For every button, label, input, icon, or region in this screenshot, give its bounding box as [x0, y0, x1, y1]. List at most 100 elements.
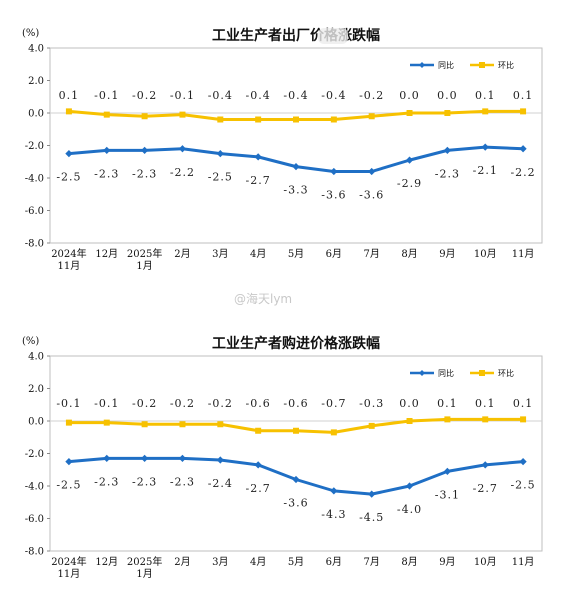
y-tick-label: -2.0 — [25, 449, 44, 460]
yoy-point — [141, 146, 149, 154]
mom-data-label: 0.0 — [399, 397, 420, 410]
mom-data-label: -0.1 — [170, 89, 195, 102]
mom-data-label: 0.1 — [513, 397, 534, 410]
plot-frame — [49, 355, 543, 552]
mom-point — [217, 116, 224, 123]
yoy-data-label: -2.2 — [170, 166, 195, 179]
yoy-point — [330, 167, 338, 176]
mom-point — [330, 116, 337, 123]
y-tick-label: -2.0 — [25, 141, 44, 152]
mom-data-label: 0.1 — [475, 89, 496, 102]
x-tick-label: 4月 — [250, 248, 266, 260]
yoy-point — [178, 454, 187, 462]
x-tick-label: 10月 — [474, 248, 497, 260]
y-tick-label: 2.0 — [28, 384, 44, 395]
x-tick-label: 7月 — [364, 556, 380, 568]
yoy-point — [368, 490, 376, 498]
mom-data-label: -0.4 — [283, 89, 308, 102]
mom-data-label: -0.6 — [246, 397, 271, 410]
yoy-data-label: -2.7 — [473, 482, 498, 495]
mom-data-label: -0.2 — [170, 397, 195, 410]
yoy-data-label: -2.2 — [510, 166, 535, 179]
mom-data-label: -0.7 — [321, 397, 346, 410]
mom-point — [255, 116, 262, 123]
ppi-output-chart: 工业生产者出厂价格涨跌幅 (%) 4.0 2.0 0.0 -2.0 -4.0 -6.0 -8.0… — [22, 27, 543, 272]
yoy-data-label: -2.7 — [246, 174, 271, 187]
mom-data-label: 0.1 — [437, 397, 458, 410]
x-tick-label: 6月 — [326, 556, 342, 568]
yoy-point — [141, 454, 149, 462]
mom-point — [65, 419, 72, 426]
x-tick-label: 10月 — [474, 556, 497, 568]
x-tick-label: 7月 — [364, 248, 380, 260]
yoy-data-label: -2.5 — [208, 171, 233, 184]
yoy-point — [216, 150, 224, 158]
mom-data-label: 0.0 — [437, 89, 458, 102]
y-tick-label: -4.0 — [25, 174, 44, 185]
mom-point — [103, 419, 110, 426]
mom-point — [406, 418, 413, 424]
legend-marker — [479, 62, 485, 68]
yoy-point — [103, 454, 111, 462]
mom-point — [482, 416, 489, 423]
yoy-data-label: -3.6 — [321, 189, 346, 202]
ppi-output-chart-panel: 工业生产者出厂价格涨跌幅 (%) 4.0 2.0 0.0 -2.0 -4.0 -6.0 -8.0… — [0, 0, 570, 290]
yoy-point — [292, 163, 300, 171]
x-tick-label: 2025年 — [127, 555, 162, 568]
title-smudge — [318, 28, 348, 44]
chart-title: 工业生产者购进价格涨跌幅 — [212, 335, 380, 352]
x-tick-label: 11月 — [512, 248, 535, 260]
yoy-data-label: -2.3 — [170, 475, 195, 488]
x-tick-label: 12月 — [95, 248, 118, 260]
x-tick-label: 2月 — [174, 248, 190, 260]
yoy-point — [65, 458, 73, 466]
mom-data-label: 0.1 — [475, 397, 496, 410]
mom-data-label: -0.6 — [283, 397, 308, 410]
x-tick-label: 2025年 — [127, 247, 162, 260]
y-tick-label: 0.0 — [28, 109, 44, 120]
x-tick-label: 6月 — [326, 248, 342, 260]
mom-point — [293, 427, 299, 434]
y-tick-label: -6.0 — [25, 514, 44, 525]
mom-point — [444, 110, 451, 116]
x-tick-label: 11月 — [58, 260, 81, 272]
mom-data-label: -0.4 — [321, 89, 346, 102]
yoy-data-label: -2.5 — [510, 479, 535, 492]
mom-point — [520, 108, 527, 115]
yoy-point — [481, 461, 489, 469]
yoy-point — [103, 146, 111, 154]
mom-point — [103, 111, 110, 118]
x-tick-label: 3月 — [212, 556, 228, 568]
yoy-data-label: -2.7 — [246, 482, 271, 495]
yoy-data-label: -3.6 — [283, 497, 308, 510]
legend-label-yoy: 同比 — [438, 368, 454, 378]
mom-data-label: -0.2 — [132, 89, 157, 102]
x-tick-label: 4月 — [250, 556, 266, 568]
mom-data-label: 0.0 — [399, 89, 420, 102]
mom-data-label: -0.2 — [359, 89, 384, 102]
legend-marker — [479, 370, 485, 376]
yoy-data-label: -2.3 — [435, 167, 460, 180]
yoy-point — [481, 143, 489, 151]
mom-data-label: -0.1 — [56, 397, 81, 410]
x-tick-label: 11月 — [512, 556, 535, 568]
yoy-data-label: -3.1 — [435, 488, 460, 501]
x-tick-label: 12月 — [95, 556, 118, 568]
mom-point — [520, 416, 527, 423]
yoy-point — [216, 456, 224, 464]
yoy-data-label: -2.5 — [56, 479, 81, 492]
y-tick-label: -8.0 — [25, 239, 44, 250]
watermark: @海天lym — [234, 292, 293, 306]
yoy-point — [368, 167, 376, 176]
yoy-data-label: -2.3 — [94, 475, 119, 488]
legend-label-yoy: 同比 — [438, 60, 454, 70]
mom-data-label: -0.1 — [94, 89, 119, 102]
yoy-point — [254, 461, 262, 469]
mom-point — [65, 108, 72, 115]
y-tick-label: -4.0 — [25, 482, 44, 493]
y-unit-label: (%) — [22, 336, 39, 347]
yoy-point — [292, 475, 300, 484]
x-tick-label: 2024年 — [51, 247, 86, 260]
mom-data-label: -0.2 — [208, 397, 233, 410]
mom-point — [444, 416, 451, 423]
